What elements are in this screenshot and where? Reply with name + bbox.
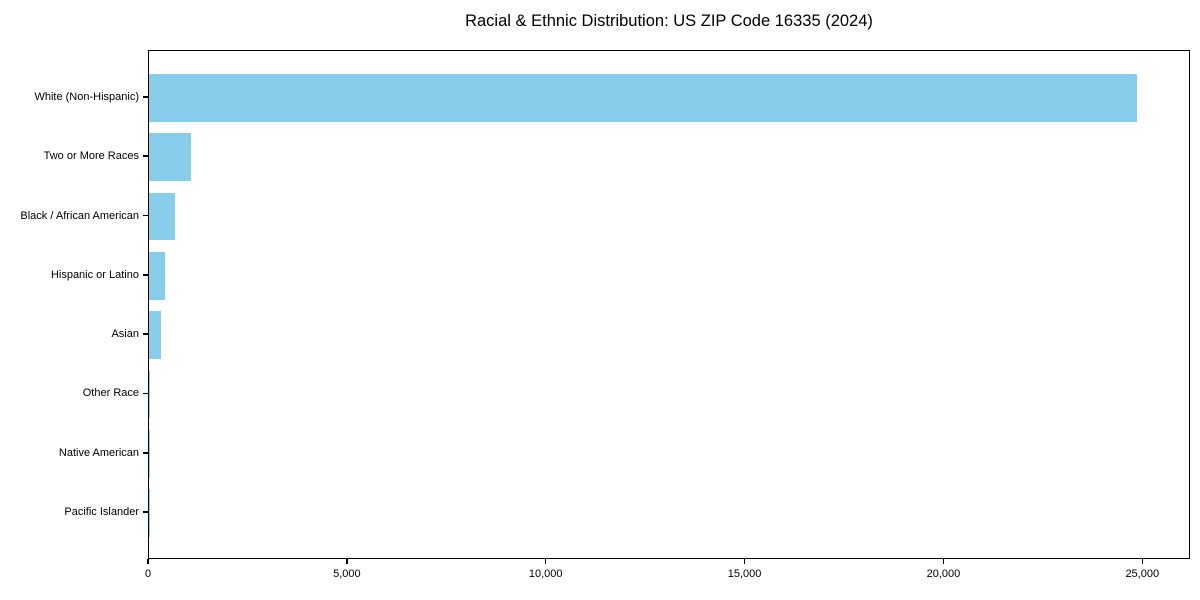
x-tick-label-0: 0 (144, 568, 152, 580)
x-tick-15-000 (743, 559, 746, 564)
y-tick-pacific-islander (143, 511, 148, 513)
x-tick-label-5-000: 5,000 (333, 568, 361, 580)
y-tick-white-non-hispanic (143, 96, 148, 98)
y-axis-label-pacific-islander: Pacific Islander (64, 506, 139, 519)
x-tick-0 (147, 559, 149, 564)
x-tick-label-25-000: 25,000 (1125, 568, 1160, 580)
x-tick-label-10-000: 10,000 (528, 568, 563, 580)
chart-title: Racial & Ethnic Distribution: US ZIP Cod… (465, 12, 873, 30)
x-tick-label-15-000: 15,000 (727, 568, 762, 580)
x-tick-25-000 (1141, 559, 1144, 564)
y-axis-label-native-american: Native American (58, 446, 139, 459)
bar-two-or-more-races (149, 133, 191, 181)
y-tick-hispanic-or-latino (143, 274, 148, 276)
y-tick-asian (143, 333, 148, 335)
y-tick-other-race (143, 392, 148, 395)
bar-hispanic-or-latino (149, 252, 165, 300)
plot-area (148, 50, 1190, 559)
bar-white-non-hispanic (149, 74, 1138, 122)
y-axis-label-asian: Asian (111, 328, 139, 341)
bar-other-race (149, 370, 151, 419)
bar-asian (149, 311, 161, 359)
y-axis-label-white-non-hispanic: White (Non-Hispanic) (34, 90, 139, 103)
y-tick-black-african-american (143, 214, 148, 217)
y-axis-label-hispanic-or-latino: Hispanic or Latino (50, 268, 139, 281)
y-axis-label-two-or-more-races: Two or More Races (43, 150, 139, 163)
y-tick-native-american (143, 452, 148, 454)
bar-native-american (149, 430, 150, 478)
x-tick-label-20-000: 20,000 (926, 568, 961, 580)
bar-black-african-american (149, 192, 175, 241)
x-tick-5-000 (346, 559, 348, 564)
x-tick-20-000 (942, 559, 945, 564)
y-tick-two-or-more-races (143, 155, 148, 157)
y-axis-label-other-race: Other Race (82, 387, 139, 400)
y-axis-label-black-african-american: Black / African American (20, 209, 139, 222)
x-tick-10-000 (544, 559, 547, 564)
